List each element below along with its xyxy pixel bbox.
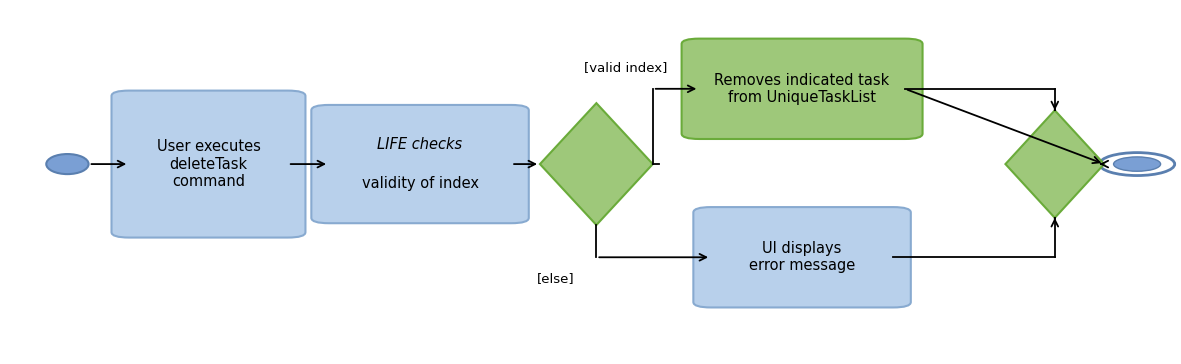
FancyBboxPatch shape (693, 207, 911, 308)
Circle shape (1114, 157, 1161, 171)
Circle shape (1100, 153, 1175, 175)
FancyBboxPatch shape (681, 39, 922, 139)
Text: [else]: [else] (536, 272, 574, 285)
Polygon shape (540, 103, 653, 225)
FancyBboxPatch shape (312, 105, 529, 223)
Text: Removes indicated task
from UniqueTaskList: Removes indicated task from UniqueTaskLi… (715, 72, 889, 105)
Polygon shape (1005, 110, 1104, 218)
Text: UI displays
error message: UI displays error message (749, 241, 855, 273)
Text: [valid index]: [valid index] (583, 61, 667, 74)
Text: LIFE checks: LIFE checks (378, 137, 463, 152)
Ellipse shape (46, 154, 89, 174)
Text: User executes
deleteTask
command: User executes deleteTask command (157, 139, 261, 189)
Text: validity of index: validity of index (361, 176, 478, 191)
FancyBboxPatch shape (111, 91, 306, 238)
